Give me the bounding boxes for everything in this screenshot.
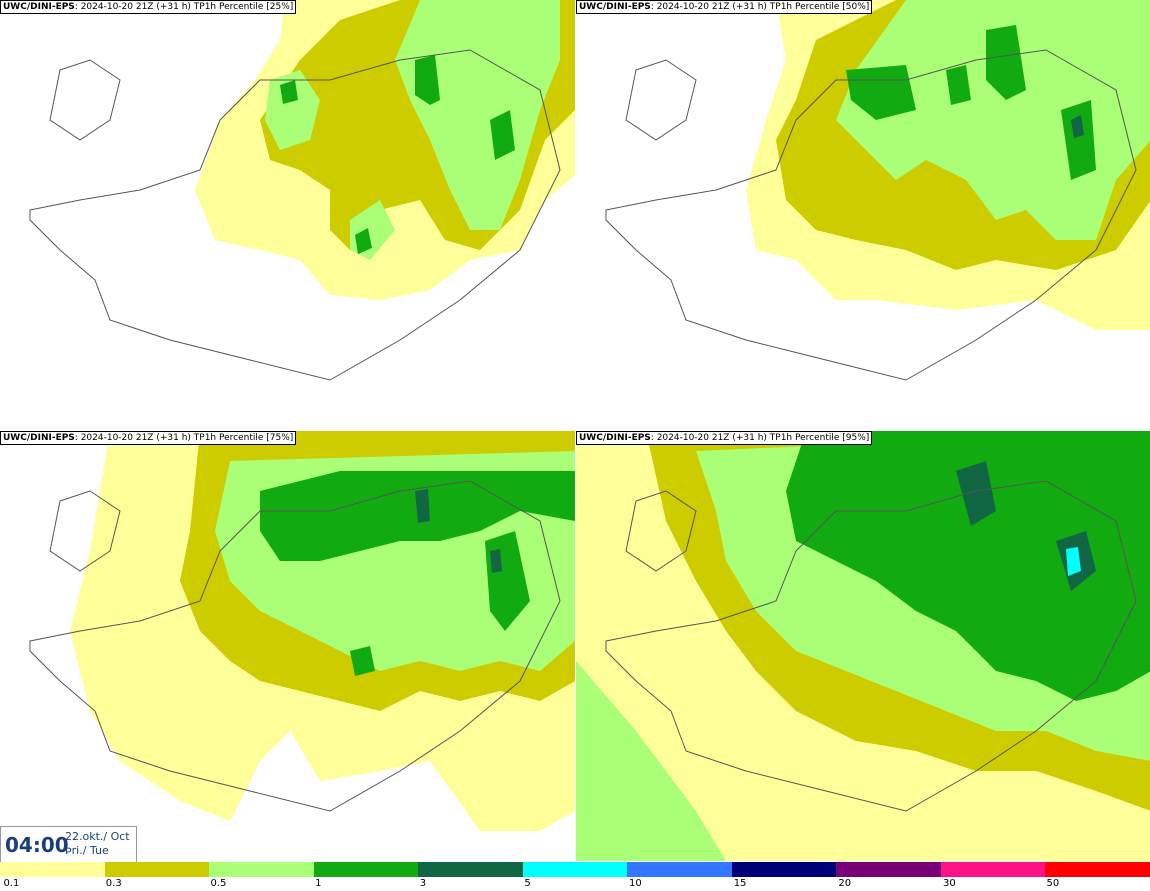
legend-label: 0.3 xyxy=(105,878,122,889)
model-name: UWC/DINI-EPS xyxy=(3,433,75,443)
legend-swatch xyxy=(940,862,1046,877)
legend-label: 10 xyxy=(629,878,642,889)
valid-date: 22.okt./ Oct Þri./ Tue xyxy=(65,830,130,858)
legend-label: 3 xyxy=(419,878,427,889)
legend-swatch xyxy=(104,862,210,877)
legend-label: 0.1 xyxy=(3,878,20,889)
valid-date-line1: 22.okt./ Oct xyxy=(65,830,130,843)
valid-time-box: 04:00 22.okt./ Oct Þri./ Tue xyxy=(0,826,137,863)
model-name: UWC/DINI-EPS xyxy=(579,433,651,443)
precip-map-95 xyxy=(576,431,1150,861)
legend-swatch xyxy=(0,862,105,877)
legend-swatch xyxy=(836,862,941,877)
panel-divider xyxy=(575,0,576,861)
legend-swatch xyxy=(418,862,523,877)
legend-swatch xyxy=(627,862,732,877)
color-legend: 0.1 0.3 0.5 1 3 5 10 15 20 30 50 xyxy=(0,861,1150,891)
legend-swatch xyxy=(1045,862,1150,877)
map-panel-25: UWC/DINI-EPS: 2024-10-20 21Z (+31 h) TP1… xyxy=(0,0,575,430)
legend-label: 30 xyxy=(943,878,956,889)
legend-swatch xyxy=(731,862,837,877)
map-panel-75: UWC/DINI-EPS: 2024-10-20 21Z (+31 h) TP1… xyxy=(0,431,575,861)
map-panel-50: UWC/DINI-EPS: 2024-10-20 21Z (+31 h) TP1… xyxy=(576,0,1150,430)
panel-title: UWC/DINI-EPS: 2024-10-20 21Z (+31 h) TP1… xyxy=(0,0,297,14)
panel-title: UWC/DINI-EPS: 2024-10-20 21Z (+31 h) TP1… xyxy=(0,431,297,445)
panel-info: : 2024-10-20 21Z (+31 h) TP1h Percentile… xyxy=(650,433,870,443)
model-name: UWC/DINI-EPS xyxy=(579,2,651,12)
valid-date-line2: Þri./ Tue xyxy=(65,844,109,857)
precip-map-75 xyxy=(29,431,575,831)
precip-map-50 xyxy=(605,0,1150,381)
legend-swatch xyxy=(313,862,419,877)
legend-label: 5 xyxy=(524,878,531,889)
legend-swatch xyxy=(209,862,314,877)
legend-label: 50 xyxy=(1046,878,1060,889)
precip-map-25 xyxy=(29,0,575,381)
legend-swatch xyxy=(522,862,628,877)
panel-info: : 2024-10-20 21Z (+31 h) TP1h Percentile… xyxy=(74,433,294,443)
legend-color-bar xyxy=(0,862,1150,877)
legend-label: 0.5 xyxy=(210,878,227,889)
panel-info: : 2024-10-20 21Z (+31 h) TP1h Percentile… xyxy=(74,2,294,12)
panel-info: : 2024-10-20 21Z (+31 h) TP1h Percentile… xyxy=(650,2,870,12)
valid-hour: 04:00 xyxy=(5,833,69,857)
panel-title: UWC/DINI-EPS: 2024-10-20 21Z (+31 h) TP1… xyxy=(576,431,873,445)
legend-label: 15 xyxy=(733,878,747,889)
legend-label: 1 xyxy=(315,878,322,889)
panel-title: UWC/DINI-EPS: 2024-10-20 21Z (+31 h) TP1… xyxy=(576,0,873,14)
map-panel-95: UWC/DINI-EPS: 2024-10-20 21Z (+31 h) TP1… xyxy=(576,431,1150,861)
model-name: UWC/DINI-EPS xyxy=(3,2,75,12)
legend-label: 20 xyxy=(838,878,852,889)
